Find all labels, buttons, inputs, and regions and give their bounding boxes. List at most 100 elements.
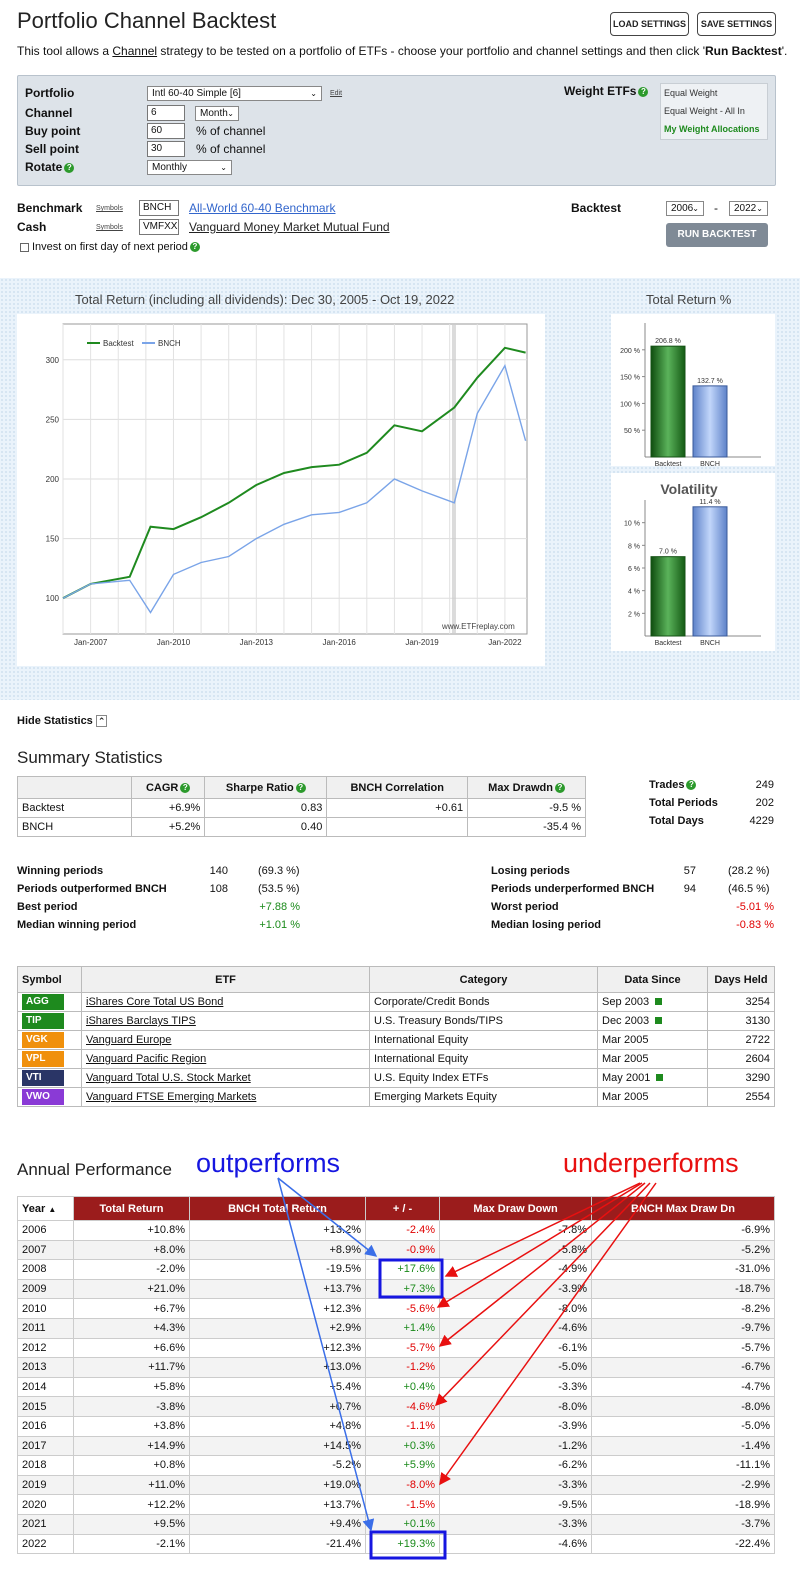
etf-name-link[interactable]: Vanguard FTSE Emerging Markets — [86, 1091, 257, 1103]
bar-bnch — [692, 506, 728, 637]
etf-name-link[interactable]: Vanguard Europe — [86, 1034, 172, 1046]
channel-input[interactable]: 6 — [147, 105, 185, 121]
year-sort-header[interactable]: Year ▲ — [17, 1196, 74, 1221]
bnch-max-dd-cell: -8.2% — [591, 1298, 775, 1319]
portfolio-select[interactable]: Intl 60-40 Simple [6] ⌄ — [147, 86, 322, 101]
etf-days-held: 2604 — [707, 1049, 775, 1069]
help-icon: ? — [638, 86, 649, 97]
channel-unit-select[interactable]: Month ⌄ — [195, 106, 239, 121]
table-row: 2018 +0.8% -5.2% +5.9% -6.2% -11.1% — [17, 1455, 775, 1476]
bnch-max-dd-cell: -5.2% — [591, 1239, 775, 1261]
sell-point-label: Sell point — [25, 142, 79, 156]
volatility-title: Volatility — [660, 481, 718, 497]
max-dd-cell: -3.3% — [439, 1474, 592, 1496]
channel-link[interactable]: Channel — [112, 44, 158, 58]
table-row: 2008 -2.0% -19.5% +17.6% -4.9% -31.0% — [17, 1259, 775, 1280]
buy-point-input[interactable]: 60 — [147, 123, 185, 139]
diff-cell: +5.9% — [365, 1455, 440, 1476]
max-dd-cell: -4.6% — [439, 1317, 592, 1339]
benchmark-symbols-link[interactable]: Symbols — [96, 205, 123, 212]
legend-backtest: Backtest — [103, 339, 134, 348]
sell-point-input[interactable]: 30 — [147, 141, 185, 157]
watermark: www.ETFreplay.com — [441, 622, 515, 631]
diff-cell: -0.9% — [365, 1239, 440, 1261]
col-maxdd: Max Drawdn? — [467, 776, 586, 799]
cash-name-link[interactable]: Vanguard Money Market Mutual Fund — [189, 220, 390, 234]
rotate-label: Rotate? — [25, 160, 75, 174]
cash-input[interactable]: VMFXX — [139, 219, 179, 235]
year-cell: 2019 — [17, 1474, 74, 1496]
bnch-return-cell: -19.5% — [189, 1259, 366, 1280]
year-to-select[interactable]: 2022 ⌄ — [729, 201, 768, 216]
year-cell: 2017 — [17, 1435, 74, 1457]
bnch-max-dd-cell: -1.4% — [591, 1435, 775, 1457]
table-row: VPL Vanguard Pacific Region International … — [17, 1049, 775, 1069]
bar-category-label: Backtest — [655, 640, 682, 647]
year-cell: 2012 — [17, 1337, 74, 1359]
diff-cell: +0.3% — [365, 1435, 440, 1457]
etf-data-since: May 2001 — [597, 1068, 708, 1088]
etf-days-held: 3130 — [707, 1011, 775, 1031]
edit-link[interactable]: Edit — [330, 90, 343, 97]
table-row: 2014 +5.8% +5.4% +0.4% -3.3% -4.7% — [17, 1376, 775, 1398]
median-winning-value: +1.01 % — [259, 919, 300, 931]
symbol-badge[interactable]: VGK — [22, 1032, 64, 1048]
table-row: Backtest +6.9% 0.83 +0.61 -9.5 % — [17, 798, 586, 818]
run-backtest-button[interactable]: RUN BACKTEST — [666, 223, 768, 247]
save-settings-button[interactable]: SAVE SETTINGS — [697, 12, 776, 36]
bnch-max-dd-cell: -5.7% — [591, 1337, 775, 1359]
bnch-max-dd-cell: -5.0% — [591, 1415, 775, 1437]
rotate-select[interactable]: Monthly ⌄ — [147, 160, 232, 175]
load-settings-button[interactable]: LOAD SETTINGS — [610, 12, 689, 36]
symbol-badge[interactable]: AGG — [22, 994, 64, 1010]
legend-bnch: BNCH — [158, 339, 181, 348]
etf-days-held: 2554 — [707, 1087, 775, 1107]
bnch-return-cell: +12.3% — [189, 1337, 366, 1359]
symbol-badge[interactable]: VTI — [22, 1070, 64, 1086]
y-tick-label: 150 % — [620, 375, 640, 382]
weight-equal[interactable]: Equal Weight — [664, 88, 718, 98]
bar-category-label: BNCH — [700, 461, 720, 466]
underperformed-pct: (46.5 %) — [728, 883, 770, 895]
hide-statistics-toggle[interactable]: Hide Statistics ⌃ — [17, 715, 108, 727]
etf-category: International Equity — [369, 1030, 598, 1050]
total-return-cell: +21.0% — [73, 1278, 190, 1300]
trades-label: Trades? — [649, 779, 697, 791]
benchmark-input[interactable]: BNCH — [139, 200, 179, 216]
etf-category: U.S. Equity Index ETFs — [369, 1068, 598, 1088]
etf-name-link[interactable]: Vanguard Total U.S. Stock Market — [86, 1072, 251, 1084]
bar-value-label: 11.4 % — [699, 499, 720, 506]
total-return-cell: +6.6% — [73, 1337, 190, 1359]
cash-symbols-link[interactable]: Symbols — [96, 224, 123, 231]
diff-cell: +0.1% — [365, 1513, 440, 1535]
etf-name-link[interactable]: iShares Barclays TIPS — [86, 1015, 196, 1027]
year-from-select[interactable]: 2006 ⌄ — [666, 201, 704, 216]
weight-equal-all-in[interactable]: Equal Weight - All In — [664, 106, 745, 116]
bar-category-label: BNCH — [700, 640, 720, 647]
symbol-badge[interactable]: TIP — [22, 1013, 64, 1029]
losing-periods-pct: (28.2 %) — [728, 865, 770, 877]
annual-performance-title: Annual Performance — [17, 1160, 172, 1179]
sell-point-suffix: % of channel — [196, 142, 266, 156]
etf-category: International Equity — [369, 1049, 598, 1069]
bnch-max-dd-cell: -6.9% — [591, 1220, 775, 1241]
trades-value: 249 — [755, 779, 774, 791]
table-row: 2021 +9.5% +9.4% +0.1% -3.3% -3.7% — [17, 1513, 775, 1535]
table-row: 2010 +6.7% +12.3% -5.6% -8.0% -8.2% — [17, 1298, 775, 1319]
year-cell: 2010 — [17, 1298, 74, 1319]
benchmark-name-link[interactable]: All-World 60-40 Benchmark — [189, 201, 336, 215]
etf-name-link[interactable]: Vanguard Pacific Region — [86, 1053, 207, 1065]
worst-period-label: Worst period — [491, 901, 559, 913]
total-periods-value: 202 — [755, 797, 774, 809]
etf-name-link[interactable]: iShares Core Total US Bond — [86, 996, 224, 1008]
y-tick-label: 200 — [46, 475, 60, 484]
symbol-badge[interactable]: VWO — [22, 1089, 64, 1105]
invest-first-day-checkbox[interactable]: Invest on first day of next period? — [20, 241, 200, 253]
symbol-badge[interactable]: VPL — [22, 1051, 64, 1067]
weight-my-allocations[interactable]: My Weight Allocations — [664, 124, 760, 134]
median-losing-label: Median losing period — [491, 919, 602, 931]
summary-table: CAGR? Sharpe Ratio? BNCH Correlation Max… — [17, 776, 586, 837]
year-cell: 2018 — [17, 1455, 74, 1476]
year-cell: 2016 — [17, 1415, 74, 1437]
y-tick-label: 200 % — [620, 348, 640, 355]
